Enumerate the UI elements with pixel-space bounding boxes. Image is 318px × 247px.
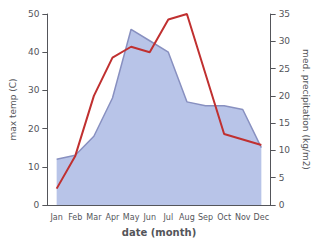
svg-text:Apr: Apr <box>106 213 121 222</box>
svg-text:date (month): date (month) <box>122 227 196 238</box>
svg-text:Jul: Jul <box>162 213 173 222</box>
svg-text:30: 30 <box>279 36 291 46</box>
svg-text:Mar: Mar <box>86 213 102 222</box>
svg-text:Jan: Jan <box>49 213 62 222</box>
svg-text:40: 40 <box>28 47 40 57</box>
svg-text:Oct: Oct <box>217 213 231 222</box>
svg-text:35: 35 <box>279 9 290 19</box>
svg-text:max temp (C): max temp (C) <box>8 78 18 140</box>
svg-text:50: 50 <box>28 9 40 19</box>
svg-text:25: 25 <box>279 64 290 74</box>
svg-text:May: May <box>123 213 140 222</box>
svg-text:Dec: Dec <box>254 213 269 222</box>
svg-text:0: 0 <box>34 200 40 210</box>
svg-text:30: 30 <box>28 85 40 95</box>
svg-text:Sep: Sep <box>198 213 213 222</box>
svg-text:20: 20 <box>279 91 291 101</box>
svg-text:20: 20 <box>28 124 40 134</box>
svg-text:5: 5 <box>279 173 285 183</box>
svg-text:Feb: Feb <box>68 213 82 222</box>
svg-text:Aug: Aug <box>179 213 195 222</box>
svg-text:Jun: Jun <box>142 213 156 222</box>
svg-text:med. precipitation (kg/m2): med. precipitation (kg/m2) <box>301 49 311 170</box>
svg-text:15: 15 <box>279 118 290 128</box>
svg-text:0: 0 <box>279 200 285 210</box>
svg-text:10: 10 <box>279 145 291 155</box>
svg-text:10: 10 <box>28 162 40 172</box>
svg-text:Nov: Nov <box>235 213 251 222</box>
